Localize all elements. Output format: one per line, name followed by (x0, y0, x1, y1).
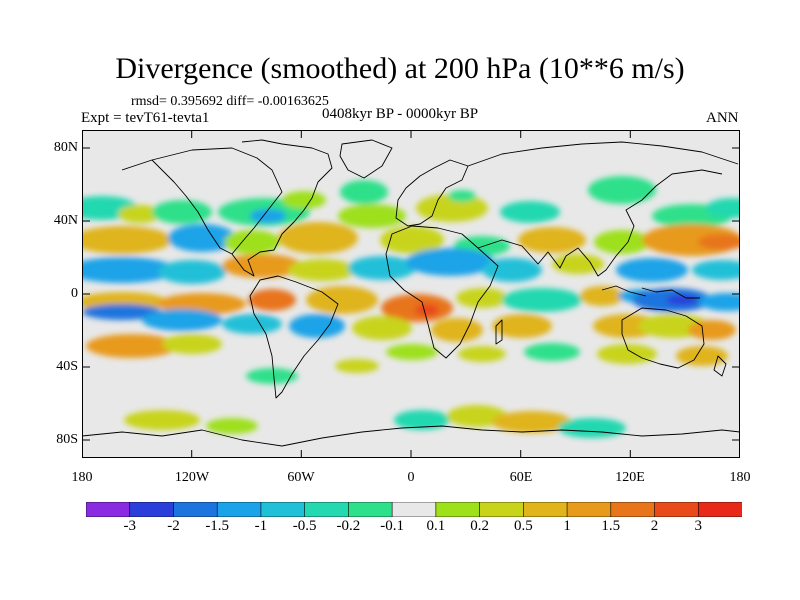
lon-label-120e: 120E (615, 470, 645, 485)
colorbar-swatch (391, 502, 437, 517)
colorbar-label: 1.5 (601, 518, 621, 534)
rmsd-stats: rmsd= 0.395692 diff= -0.00163625 (131, 94, 329, 109)
lat-ticks (82, 147, 740, 441)
divergence-field (82, 176, 740, 438)
lon-label-0: 0 (407, 470, 415, 485)
colorbar-swatch (173, 502, 219, 517)
colorbar-swatch (435, 502, 481, 517)
colorbar-swatch (216, 502, 262, 517)
colorbar-label: -3 (123, 518, 136, 534)
lat-label-80n: 80N (53, 140, 78, 155)
africa-coast (385, 225, 499, 359)
experiment-label: Expt = tevT61-tevta1 (81, 110, 210, 126)
colorbar-label: 3 (694, 518, 703, 534)
colorbar-label: -2 (167, 518, 180, 534)
north-america-coast (121, 139, 333, 277)
new-zealand-coast (713, 355, 727, 377)
plot-title: Divergence (smoothed) at 200 hPa (10**6 … (115, 52, 685, 85)
colorbar-label: 0.2 (470, 518, 489, 534)
colorbar-label: 0.5 (513, 518, 533, 534)
asia-coast (467, 141, 739, 277)
colorbar-swatch (86, 502, 131, 517)
colorbar-swatch (304, 502, 350, 517)
europe-coast (395, 159, 469, 227)
greenland-coast (339, 139, 393, 179)
south-america-coast (249, 275, 339, 399)
antarctica-coast (82, 425, 740, 447)
lat-label-40n: 40N (53, 213, 78, 228)
colorbar-swatch (654, 502, 700, 517)
lon-label-120w: 120W (174, 470, 210, 485)
colorbar-label: -0.1 (380, 518, 404, 534)
colorbar-label: -0.5 (292, 518, 317, 534)
colorbar-swatch (348, 502, 393, 517)
colorbar-swatch (479, 502, 525, 517)
lat-label-80s: 80S (56, 432, 78, 447)
lon-label-180e: 180 (729, 470, 751, 485)
colorbar-swatch (129, 502, 175, 517)
colorbar-swatch (260, 502, 306, 517)
colorbar-swatch (566, 502, 612, 517)
colorbar-swatch (523, 502, 568, 517)
madagascar-coast (495, 319, 503, 345)
australia-coast (621, 307, 705, 369)
lat-label-0: 0 (71, 286, 78, 301)
lon-label-60w: 60W (287, 470, 315, 485)
colorbar-label: 0.1 (426, 518, 446, 534)
period-label: 0408kyr BP - 0000kyr BP (322, 106, 479, 122)
colorbar-label: -1.5 (205, 518, 230, 534)
season-label: ANN (706, 110, 739, 126)
divergence-map (82, 130, 740, 458)
coastlines (82, 139, 740, 447)
colorbar-label: -0.2 (336, 518, 361, 534)
colorbar-label: -1 (254, 518, 268, 534)
colorbar-swatch (610, 502, 656, 517)
lon-label-180w: 180 (71, 470, 93, 485)
lon-label-60e: 60E (509, 470, 533, 485)
colorbar-label: 2 (650, 518, 659, 534)
indonesia-coast (601, 285, 700, 299)
lon-ticks (82, 130, 631, 458)
colorbar (86, 502, 742, 517)
colorbar-swatch (697, 502, 742, 517)
colorbar-label: 1 (563, 518, 571, 534)
lat-label-40s: 40S (56, 359, 78, 374)
